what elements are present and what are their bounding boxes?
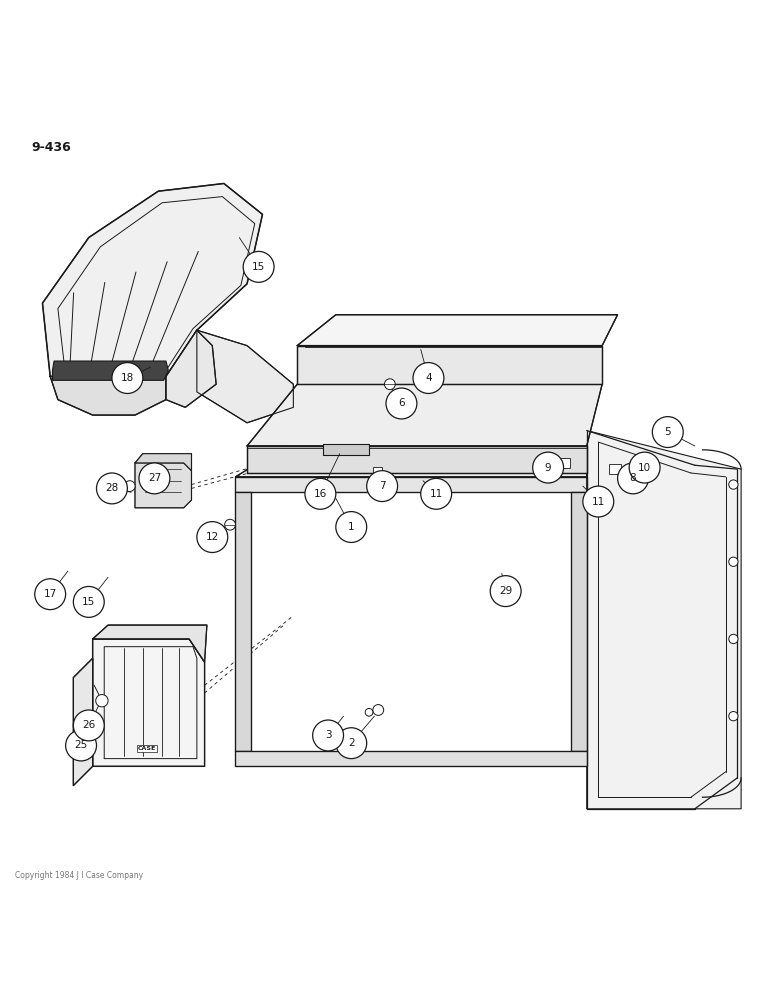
Circle shape (35, 579, 66, 610)
Circle shape (652, 417, 683, 448)
Circle shape (618, 463, 648, 494)
Text: 9-436: 9-436 (31, 141, 70, 154)
Text: 15: 15 (82, 597, 96, 607)
Polygon shape (135, 463, 191, 508)
Circle shape (197, 522, 228, 552)
Text: 6: 6 (398, 398, 405, 408)
Text: 26: 26 (82, 720, 96, 730)
Polygon shape (247, 384, 602, 446)
Text: 25: 25 (74, 740, 88, 750)
Text: 9: 9 (545, 463, 551, 473)
Polygon shape (235, 492, 251, 751)
Circle shape (583, 486, 614, 517)
Text: 17: 17 (43, 589, 57, 599)
Circle shape (124, 481, 135, 492)
Circle shape (413, 363, 444, 393)
Polygon shape (93, 625, 207, 662)
Text: 27: 27 (147, 473, 161, 483)
Circle shape (336, 512, 367, 542)
Text: 11: 11 (591, 497, 605, 507)
Circle shape (533, 452, 564, 483)
Circle shape (112, 363, 143, 393)
Polygon shape (135, 454, 191, 471)
Polygon shape (323, 444, 369, 455)
Circle shape (243, 251, 274, 282)
Text: 4: 4 (425, 373, 432, 383)
Text: 11: 11 (429, 489, 443, 499)
Polygon shape (235, 751, 587, 766)
Polygon shape (197, 330, 293, 423)
Polygon shape (247, 446, 587, 473)
Circle shape (421, 478, 452, 509)
Circle shape (66, 730, 96, 761)
Circle shape (490, 576, 521, 607)
Text: 28: 28 (105, 483, 119, 493)
Circle shape (313, 720, 344, 751)
Circle shape (139, 463, 170, 494)
Circle shape (729, 480, 738, 489)
Polygon shape (50, 376, 166, 415)
Text: 3: 3 (325, 730, 331, 740)
Text: 5: 5 (665, 427, 671, 437)
Text: 7: 7 (379, 481, 385, 491)
Circle shape (96, 695, 108, 707)
Polygon shape (235, 477, 587, 492)
Bar (373, 467, 382, 475)
Polygon shape (42, 183, 262, 376)
Polygon shape (73, 658, 93, 786)
Text: 12: 12 (205, 532, 219, 542)
Circle shape (386, 388, 417, 419)
Polygon shape (93, 639, 205, 766)
Circle shape (729, 634, 738, 644)
Bar (557, 458, 570, 468)
Text: 1: 1 (348, 522, 354, 532)
Text: 15: 15 (252, 262, 266, 272)
Text: Copyright 1984 J I Case Company: Copyright 1984 J I Case Company (15, 871, 144, 880)
Circle shape (365, 708, 373, 716)
Text: CASE: CASE (137, 746, 156, 751)
Circle shape (384, 379, 395, 390)
Text: 8: 8 (630, 473, 636, 483)
Polygon shape (571, 492, 587, 751)
Circle shape (629, 452, 660, 483)
Text: 18: 18 (120, 373, 134, 383)
Circle shape (225, 519, 235, 530)
Circle shape (73, 710, 104, 741)
Polygon shape (235, 446, 587, 477)
Polygon shape (297, 346, 602, 384)
Polygon shape (297, 315, 618, 346)
Bar (554, 458, 566, 468)
Text: 10: 10 (638, 463, 652, 473)
Circle shape (96, 473, 127, 504)
Text: 29: 29 (499, 586, 513, 596)
Circle shape (336, 728, 367, 759)
Polygon shape (587, 431, 741, 809)
Polygon shape (52, 361, 168, 380)
Circle shape (729, 557, 738, 566)
Circle shape (729, 712, 738, 721)
Circle shape (305, 478, 336, 509)
Circle shape (373, 705, 384, 715)
Text: 16: 16 (313, 489, 327, 499)
Polygon shape (166, 330, 216, 407)
Circle shape (73, 586, 104, 617)
Text: 2: 2 (348, 738, 354, 748)
Circle shape (367, 471, 398, 502)
Bar (609, 464, 621, 474)
